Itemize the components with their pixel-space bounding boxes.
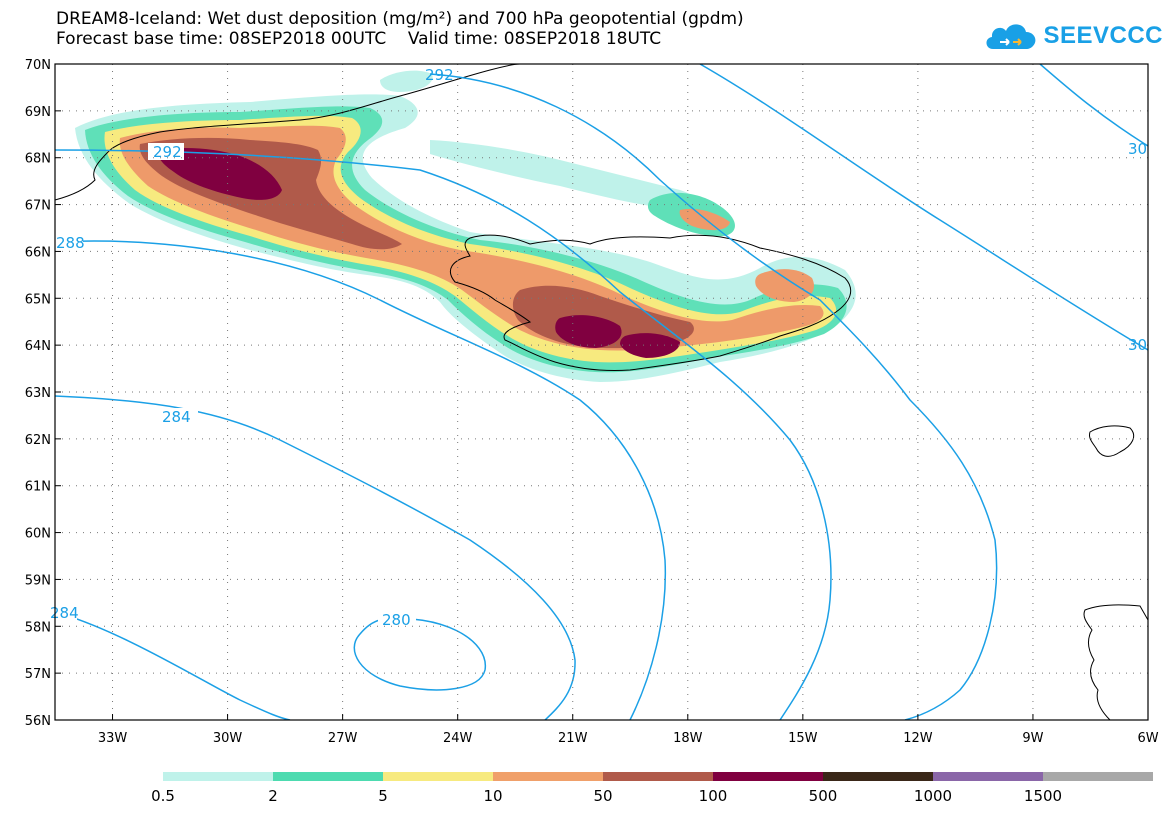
colorbar <box>163 772 1153 781</box>
lat-tick-label: 70N <box>25 58 51 73</box>
deposition-0.5-north <box>380 70 433 92</box>
colorbar-swatch <box>603 772 713 781</box>
contour-300-a <box>699 64 1148 351</box>
contour-284b <box>55 611 291 720</box>
contour-label: 284 <box>50 604 79 622</box>
colorbar-label: 5 <box>378 787 388 805</box>
contour-label: 30 <box>1128 140 1147 158</box>
colorbar-swatch <box>273 772 383 781</box>
graticule <box>55 64 1148 720</box>
colorbar-swatch <box>1043 772 1153 781</box>
seevccc-logo: SEEVCCC <box>983 14 1163 58</box>
lat-tick-label: 63N <box>25 386 51 401</box>
contour-label: 288 <box>56 234 85 252</box>
lat-tick-label: 62N <box>25 433 51 448</box>
logo-text: SEEVCCC <box>1043 22 1163 49</box>
contour-label: 292 <box>153 143 182 161</box>
colorbar-label: 1000 <box>913 787 953 805</box>
deposition-field <box>75 70 856 382</box>
lat-tick-label: 61N <box>25 480 51 495</box>
colorbar-label: 10 <box>483 787 503 805</box>
axis-ticks: 70N 69N 68N 67N 66N 65N 64N 63N 62N 61N 60N 59N 58N 5… <box>25 58 1159 746</box>
lon-tick-label: 9W <box>1022 731 1043 746</box>
lat-tick-label: 64N <box>25 339 51 354</box>
lat-tick-label: 59N <box>25 573 51 588</box>
contour-288 <box>55 240 667 720</box>
lon-tick-label: 30W <box>213 731 243 746</box>
contour-label: 280 <box>382 611 411 629</box>
colorbar-swatch <box>933 772 1043 781</box>
lat-tick-label: 65N <box>25 292 51 307</box>
lat-tick-label: 67N <box>25 199 51 214</box>
lon-tick-label: 6W <box>1137 731 1158 746</box>
contour-label: 284 <box>162 408 191 426</box>
lat-tick-label: 69N <box>25 105 51 120</box>
contour-label: 292 <box>425 66 454 84</box>
lat-tick-label: 58N <box>25 620 51 635</box>
lat-tick-label: 68N <box>25 152 51 167</box>
scotland-coastline <box>1083 604 1149 721</box>
map-subtitle: Forecast base time: 08SEP2018 00UTC Vali… <box>56 29 662 49</box>
contour-300-b <box>1039 64 1148 147</box>
contour-280 <box>353 617 486 691</box>
contour-292 <box>55 149 832 720</box>
colorbar-swatch <box>383 772 493 781</box>
contour-284 <box>55 395 576 720</box>
lon-tick-label: 12W <box>903 731 933 746</box>
faroe-islands <box>1089 425 1135 457</box>
lon-tick-label: 21W <box>558 731 588 746</box>
map-title: DREAM8-Iceland: Wet dust deposition (mg/… <box>56 9 744 29</box>
colorbar-label: 50 <box>593 787 613 805</box>
colorbar-label: 2 <box>268 787 278 805</box>
lat-tick-label: 56N <box>25 714 51 729</box>
lon-tick-label: 15W <box>788 731 818 746</box>
contour-296 <box>429 73 998 720</box>
colorbar-label: 1500 <box>1023 787 1063 805</box>
contour-label: 30 <box>1128 336 1147 354</box>
lon-tick-label: 24W <box>443 731 473 746</box>
colorbar-swatch <box>713 772 823 781</box>
lon-tick-label: 27W <box>328 731 358 746</box>
lon-tick-label: 33W <box>98 731 128 746</box>
colorbar-swatch <box>163 772 273 781</box>
cloud-icon <box>986 24 1036 49</box>
lat-tick-label: 57N <box>25 667 51 682</box>
lat-tick-label: 60N <box>25 527 51 542</box>
contour-labels: 292 292 288 284 284 280 30 30 <box>50 66 1147 629</box>
colorbar-label: 100 <box>698 787 728 805</box>
iceland-coastline <box>450 234 852 371</box>
lon-tick-label: 18W <box>673 731 703 746</box>
greenland-coastline <box>54 63 521 201</box>
colorbar-swatch <box>823 772 933 781</box>
colorbar-label: 500 <box>808 787 838 805</box>
colorbar-label: 0.5 <box>151 787 175 805</box>
lat-tick-label: 66N <box>25 245 51 260</box>
deposition-100 <box>157 148 282 200</box>
colorbar-swatch <box>493 772 603 781</box>
